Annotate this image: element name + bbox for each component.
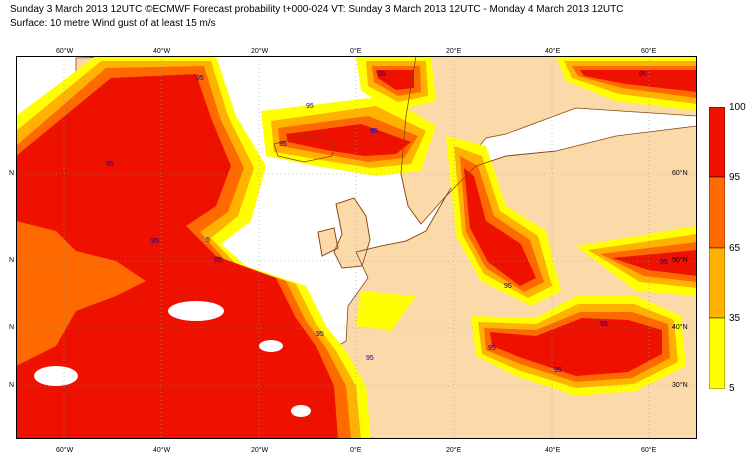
contour-label: 95 [279,141,287,148]
map-subtitle: Surface: 10 metre Wind gust of at least … [10,18,216,29]
lon-tick-label-bottom: 60°E [641,447,657,454]
graticule [16,56,697,439]
lon-tick-label-bottom: 20°W [251,447,269,454]
contour-label: 95 [306,103,314,110]
lat-tick-label-left: N [9,382,15,389]
lon-tick-label-bottom: 0°E [350,447,362,454]
lon-tick-label-bottom: 40°E [545,447,561,454]
contour-label: 95 [370,128,378,135]
contour-label: 95 [316,331,324,338]
contour-label: 95 [504,283,512,290]
lon-tick-label: 40°E [545,48,561,55]
contour-label: 95 [600,321,608,328]
contour-label: 95 [366,355,374,362]
contour-label: 95 [378,71,386,78]
sea-holes [34,301,311,417]
lon-tick-label: 20°E [446,48,462,55]
lon-tick-label: 40°W [153,48,171,55]
lat-tick-label-right: 30°N [672,382,688,389]
contour-label: 95 [106,161,114,168]
contour-labels: 95 95 95 5 95 95 95 95 95 95 95 95 95 95… [106,71,668,374]
map-frame [16,56,697,439]
legend-band-5-35 [709,317,725,389]
lon-tick-label-bottom: 20°E [446,447,462,454]
legend-label: 35 [729,313,741,324]
contour-label: 95 [214,257,222,264]
legend-label: 100 [729,102,746,113]
contour-label: 95 [488,345,496,352]
lon-tick-label: 20°W [251,48,269,55]
lat-tick-label-left: N [9,170,15,177]
lon-tick-label: 60°E [641,48,657,55]
lat-tick-label-left: N [9,257,15,264]
contour-label: 5 [206,237,210,244]
lat-tick-label-left: N [9,324,15,331]
prob-95-layer [16,70,697,439]
legend-band-95-100 [709,107,725,178]
lat-tick-label-right: 50°N [672,257,688,264]
map-title: Sunday 3 March 2013 12UTC ©ECMWF Forecas… [10,4,624,15]
lon-tick-label-bottom: 40°W [153,447,171,454]
legend-label: 65 [729,243,741,254]
contour-label: 95 [660,259,668,266]
contour-label: 95 [196,75,204,82]
lat-tick-label-right: 60°N [672,170,688,177]
color-legend [709,107,725,389]
lon-tick-label: 0°E [350,48,362,55]
contour-label: 95 [639,71,647,78]
contour-label: 95 [554,367,562,374]
probability-map: 95 95 95 5 95 95 95 95 95 95 95 95 95 95… [16,56,697,439]
lon-tick-label: 60°W [56,48,74,55]
legend-label: 95 [729,172,741,183]
lon-tick-label-bottom: 60°W [56,447,74,454]
legend-band-65-95 [709,176,725,249]
legend-band-35-65 [709,247,725,319]
contour-label: 95 [151,238,159,245]
legend-label: 5 [729,383,735,394]
lat-tick-label-right: 40°N [672,324,688,331]
